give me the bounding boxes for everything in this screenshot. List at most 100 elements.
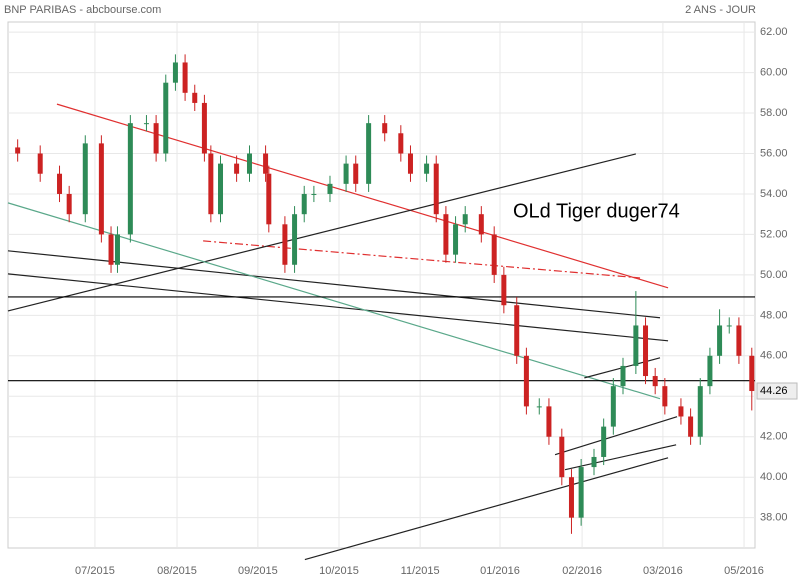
annotation: OLd Tiger duger74 (513, 200, 680, 222)
candle-body (266, 173, 272, 225)
y-tick-label: 40.00 (760, 471, 788, 483)
last-price-label: 44.26 (760, 385, 788, 397)
candle-body (620, 365, 626, 387)
y-tick-label: 52.00 (760, 228, 788, 240)
candle-body (443, 214, 449, 255)
candle-body (514, 305, 520, 356)
candle-body (382, 123, 388, 134)
candle-body (559, 436, 565, 478)
x-tick-label: 03/2016 (643, 565, 683, 577)
candle-body (311, 193, 317, 195)
candle-body (501, 274, 507, 306)
candle-body (726, 325, 732, 327)
y-tick-label: 46.00 (760, 350, 788, 362)
candle-body (433, 163, 439, 215)
candle-body (66, 193, 72, 215)
candle-body (82, 143, 88, 215)
candle-body (182, 62, 188, 93)
x-tick-label: 11/2015 (401, 565, 440, 577)
candle-body (601, 426, 607, 457)
candle-body (163, 82, 169, 154)
x-tick-label: 08/2015 (157, 565, 197, 577)
trend-line (7, 273, 669, 342)
trend-line (56, 103, 669, 289)
candle-body (292, 214, 298, 265)
candle-body (643, 325, 649, 377)
trend-lines (7, 103, 755, 561)
grid (8, 22, 755, 548)
candle-body (523, 355, 529, 407)
candle-body (736, 325, 742, 356)
y-tick-label: 62.00 (760, 26, 788, 38)
chart-title: BNP PARIBAS - abcbourse.com (4, 4, 161, 16)
trend-line (304, 457, 669, 561)
candle-body (366, 123, 372, 184)
candle-body (282, 224, 288, 265)
candle-body (633, 325, 639, 366)
candle-body (662, 386, 668, 407)
x-tick-label: 02/2016 (562, 565, 602, 577)
candle-body (353, 163, 359, 184)
candles (15, 54, 755, 534)
candle-body (218, 163, 224, 215)
candle-body (568, 477, 574, 518)
candle-body (114, 234, 120, 265)
trend-line (564, 444, 677, 471)
candle-body (424, 163, 430, 174)
candle-body (652, 376, 658, 387)
candle-body (343, 163, 349, 184)
candle-body (591, 456, 597, 468)
y-tick-label: 50.00 (760, 269, 788, 281)
candle-body (453, 224, 459, 255)
plot-frame (7, 21, 756, 549)
candle-body (263, 153, 269, 174)
x-tick-label: 07/2015 (75, 565, 115, 577)
candle-body (192, 92, 198, 103)
candle-body (127, 123, 133, 235)
candle-body (536, 406, 542, 408)
x-tick-label: 01/2016 (480, 565, 520, 577)
candle-body (246, 153, 252, 174)
trend-line (203, 240, 641, 279)
x-tick-label: 09/2015 (238, 565, 278, 577)
candle-body (678, 406, 684, 417)
y-tick-label: 42.00 (760, 431, 788, 443)
y-tick-label: 54.00 (760, 188, 788, 200)
x-tick-label: 10/2015 (319, 565, 359, 577)
candle-body (478, 214, 484, 235)
candle-body (108, 234, 114, 265)
candle-body (172, 62, 178, 83)
candle-body (153, 123, 159, 154)
candle-body (57, 173, 63, 194)
last-price-box (756, 382, 798, 400)
candle-body (707, 355, 713, 387)
candle-body (688, 416, 694, 437)
candle-body (143, 123, 149, 125)
candle-body (407, 153, 413, 174)
candle-body (98, 143, 104, 235)
candle-body (546, 406, 552, 437)
candle-body (610, 386, 616, 427)
candle-body (201, 102, 207, 154)
candle-body (15, 147, 21, 154)
trend-line (554, 416, 678, 456)
candle-body (301, 193, 307, 215)
candle-body (749, 355, 755, 392)
chart-subtitle: 2 ANS - JOUR (685, 4, 756, 16)
candle-body (578, 467, 584, 518)
x-tick-label: 05/2016 (724, 565, 764, 577)
y-tick-label: 58.00 (760, 107, 788, 119)
candle-body (697, 386, 703, 437)
y-tick-label: 48.00 (760, 309, 788, 321)
candle-body (37, 153, 43, 174)
candle-body (491, 234, 497, 275)
candle-body (208, 153, 214, 215)
candle-body (398, 133, 404, 154)
y-tick-label: 38.00 (760, 512, 788, 524)
y-tick-label: 60.00 (760, 66, 788, 78)
candle-body (462, 214, 468, 225)
candle-body (717, 325, 723, 356)
candle-body (327, 183, 333, 194)
